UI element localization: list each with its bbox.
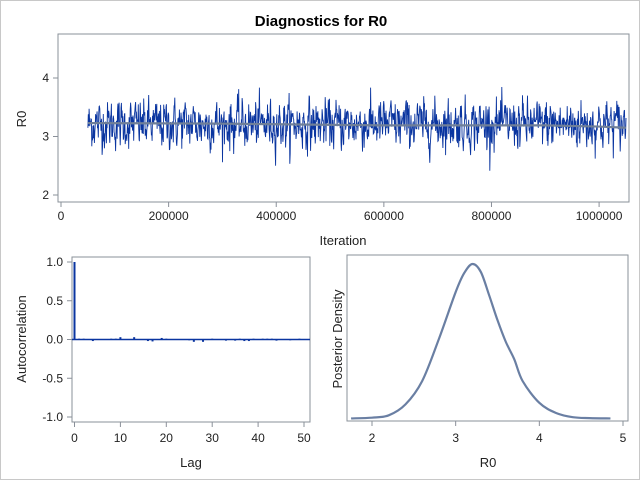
trace-mean-line <box>87 121 627 129</box>
trace-xlabel: Iteration <box>320 233 367 248</box>
acf-ytick-label: -0.5 <box>42 371 63 385</box>
density-xtick-label: 2 <box>369 431 376 445</box>
acf-xtick-label: 20 <box>160 431 174 445</box>
density-frame <box>346 254 629 422</box>
trace-ytick-label: 2 <box>42 188 49 202</box>
acf-xtick-label: 0 <box>71 431 78 445</box>
acf-xtick-label: 30 <box>206 431 220 445</box>
density-xtick-label: 3 <box>452 431 459 445</box>
trace-xtick-label: 600000 <box>364 209 404 223</box>
density-panel: Posterior Density R0 2 3 4 5 <box>330 254 629 470</box>
trace-xtick-label: 0 <box>58 209 65 223</box>
trace-ytick-label: 3 <box>42 130 49 144</box>
trace-panel: R0 Iteration 0 200000 400000 600000 800000 10… <box>14 33 630 248</box>
acf-ytick-label: -1.0 <box>42 410 63 424</box>
trace-xtick-label: 200000 <box>149 209 189 223</box>
trace-xtick-label: 1000000 <box>576 209 623 223</box>
trace-ylabel: R0 <box>14 111 29 128</box>
trace-xtick-label: 800000 <box>471 209 511 223</box>
acf-ytick-label: 0.5 <box>46 294 63 308</box>
trace-frame <box>57 33 630 203</box>
acf-xlabel: Lag <box>180 455 202 470</box>
acf-panel: Autocorrelation Lag 0 10 20 30 40 50 1.0 0.5 0.0… <box>14 255 311 470</box>
acf-ytick-label: 0.0 <box>46 333 63 347</box>
density-xlabel: R0 <box>480 455 497 470</box>
density-xtick-label: 4 <box>536 431 543 445</box>
acf-xtick-label: 10 <box>114 431 128 445</box>
acf-ytick-label: 1.0 <box>46 255 63 269</box>
density-curve <box>351 262 611 420</box>
trace-ytick-label: 4 <box>42 71 49 85</box>
acf-ylabel: Autocorrelation <box>14 295 29 382</box>
trace-line <box>87 86 627 171</box>
density-xtick-label: 5 <box>620 431 627 445</box>
acf-xtick-label: 40 <box>251 431 265 445</box>
acf-xtick-label: 50 <box>297 431 311 445</box>
trace-xtick-label: 400000 <box>256 209 296 223</box>
density-ylabel: Posterior Density <box>330 289 345 388</box>
figure-title: Diagnostics for R0 <box>255 13 388 30</box>
